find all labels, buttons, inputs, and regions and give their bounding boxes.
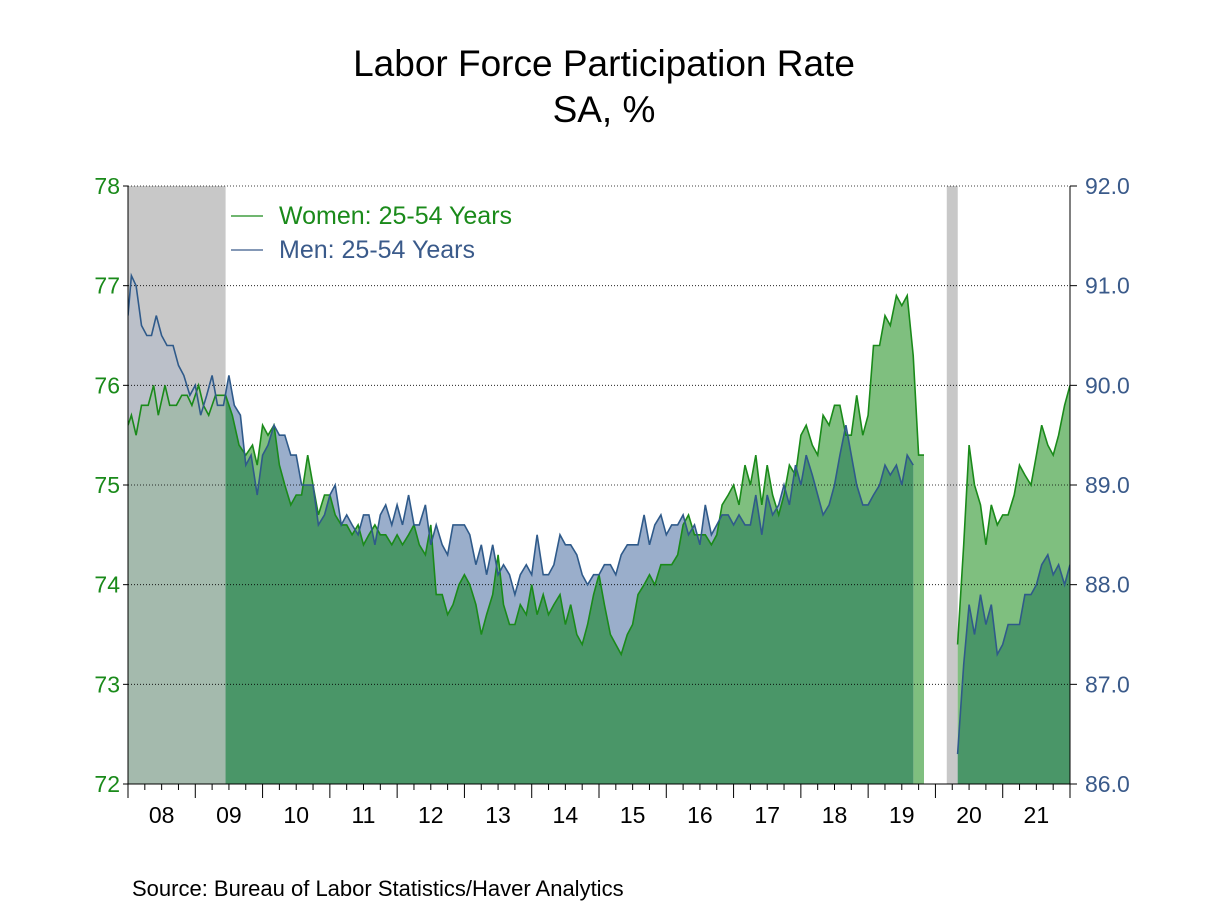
left-tick-label-74: 74 (94, 572, 120, 598)
left-tick-label-75: 75 (94, 472, 120, 498)
right-tick-label-87.0: 87.0 (1085, 671, 1130, 697)
legend-label-women: Women: 25-54 Years (279, 202, 512, 230)
x-tick-label-09: 09 (216, 802, 242, 828)
left-tick-label-78: 78 (94, 173, 120, 199)
x-tick-label-17: 17 (754, 802, 780, 828)
left-tick-label-73: 73 (94, 671, 120, 697)
left-tick-label-72: 72 (94, 771, 120, 797)
chart-title: Labor Force Participation Rate (353, 43, 855, 84)
right-tick-label-89.0: 89.0 (1085, 472, 1130, 498)
x-tick-label-08: 08 (149, 802, 175, 828)
x-tick-label-12: 12 (418, 802, 444, 828)
men-line-1 (128, 272, 914, 598)
recession-overlay-2 (946, 186, 958, 784)
source-note: Source: Bureau of Labor Statistics/Haver… (132, 876, 624, 901)
x-tick-label-14: 14 (553, 802, 579, 828)
women-line-1 (128, 292, 924, 657)
x-tick-label-10: 10 (283, 802, 309, 828)
right-tick-label-88.0: 88.0 (1085, 572, 1130, 598)
left-tick-label-77: 77 (94, 273, 120, 299)
men-line-2 (956, 552, 1070, 755)
x-tick-label-18: 18 (822, 802, 848, 828)
x-tick-label-11: 11 (352, 802, 376, 828)
women-line-2 (956, 385, 1070, 645)
series-lines (128, 272, 1070, 755)
right-tick-label-86.0: 86.0 (1085, 771, 1130, 797)
chart-subtitle: SA, % (552, 89, 656, 130)
legend-label-men: Men: 25-54 Years (279, 236, 475, 264)
legend: Women: 25-54 Years Men: 25-54 Years (231, 202, 512, 264)
x-tick-label-15: 15 (620, 802, 646, 828)
x-tick-label-21: 21 (1024, 802, 1050, 828)
right-tick-label-92.0: 92.0 (1085, 173, 1130, 199)
x-tick-label-16: 16 (687, 802, 713, 828)
right-tick-label-90.0: 90.0 (1085, 372, 1130, 398)
overlap-area-2-2 (957, 554, 1070, 784)
x-tick-label-13: 13 (485, 802, 511, 828)
x-tick-label-20: 20 (956, 802, 982, 828)
x-tick-label-19: 19 (889, 802, 915, 828)
left-tick-label-76: 76 (94, 372, 120, 398)
overlap-area-1-1 (128, 295, 914, 784)
axes: 72 73 74 75 76 77 78 86.0 87.0 88.0 89.0 90.0 91.0 92… (94, 173, 1129, 828)
right-tick-label-91.0: 91.0 (1085, 273, 1130, 299)
